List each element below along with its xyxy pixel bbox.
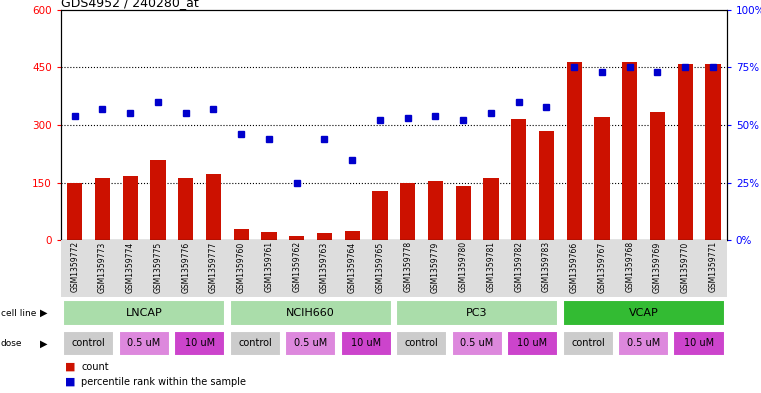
Text: GSM1359761: GSM1359761 bbox=[265, 241, 273, 292]
Text: GSM1359774: GSM1359774 bbox=[126, 241, 135, 292]
Text: 10 uM: 10 uM bbox=[184, 338, 215, 349]
Text: 10 uM: 10 uM bbox=[684, 338, 714, 349]
Bar bbox=[566, 62, 582, 240]
Bar bbox=[562, 301, 724, 326]
Text: GSM1359779: GSM1359779 bbox=[431, 241, 440, 292]
Bar bbox=[677, 64, 693, 240]
Bar bbox=[483, 178, 498, 240]
Text: GDS4952 / 240280_at: GDS4952 / 240280_at bbox=[61, 0, 199, 9]
Bar bbox=[63, 331, 114, 356]
Bar bbox=[428, 182, 443, 240]
Bar bbox=[178, 178, 193, 240]
Bar bbox=[372, 191, 387, 240]
Bar bbox=[230, 301, 392, 326]
Bar bbox=[400, 183, 416, 240]
Bar bbox=[174, 331, 225, 356]
Text: 0.5 uM: 0.5 uM bbox=[627, 338, 660, 349]
Text: GSM1359781: GSM1359781 bbox=[486, 241, 495, 292]
Text: control: control bbox=[405, 338, 438, 349]
Bar bbox=[261, 232, 276, 240]
Text: LNCAP: LNCAP bbox=[126, 308, 163, 318]
Text: ▶: ▶ bbox=[40, 308, 47, 318]
Bar bbox=[63, 301, 225, 326]
Bar bbox=[119, 331, 170, 356]
Text: 10 uM: 10 uM bbox=[351, 338, 381, 349]
Bar bbox=[539, 131, 554, 240]
Bar bbox=[456, 186, 471, 240]
Text: GSM1359772: GSM1359772 bbox=[70, 241, 79, 292]
Text: GSM1359767: GSM1359767 bbox=[597, 241, 607, 292]
Bar bbox=[511, 119, 527, 240]
Text: 10 uM: 10 uM bbox=[517, 338, 548, 349]
Text: GSM1359760: GSM1359760 bbox=[237, 241, 246, 292]
Bar bbox=[230, 331, 281, 356]
Bar bbox=[673, 331, 724, 356]
Text: percentile rank within the sample: percentile rank within the sample bbox=[81, 376, 247, 387]
Text: 0.5 uM: 0.5 uM bbox=[294, 338, 327, 349]
Bar bbox=[123, 176, 138, 240]
Bar bbox=[507, 331, 558, 356]
Bar bbox=[622, 62, 637, 240]
Text: GSM1359780: GSM1359780 bbox=[459, 241, 468, 292]
Bar bbox=[289, 236, 304, 240]
Text: GSM1359773: GSM1359773 bbox=[98, 241, 107, 292]
Text: GSM1359775: GSM1359775 bbox=[154, 241, 163, 292]
Bar bbox=[67, 183, 82, 240]
Bar bbox=[317, 233, 332, 240]
Bar bbox=[345, 231, 360, 240]
Text: GSM1359766: GSM1359766 bbox=[570, 241, 578, 292]
Text: GSM1359782: GSM1359782 bbox=[514, 241, 523, 292]
Text: GSM1359763: GSM1359763 bbox=[320, 241, 329, 292]
Text: VCAP: VCAP bbox=[629, 308, 658, 318]
Text: GSM1359762: GSM1359762 bbox=[292, 241, 301, 292]
Text: GSM1359778: GSM1359778 bbox=[403, 241, 412, 292]
Bar bbox=[705, 64, 721, 240]
Bar bbox=[618, 331, 669, 356]
Text: GSM1359777: GSM1359777 bbox=[209, 241, 218, 292]
Text: 0.5 uM: 0.5 uM bbox=[128, 338, 161, 349]
Bar bbox=[396, 301, 558, 326]
Bar bbox=[562, 331, 613, 356]
Text: control: control bbox=[572, 338, 605, 349]
Bar bbox=[205, 174, 221, 240]
Text: GSM1359770: GSM1359770 bbox=[680, 241, 689, 292]
Bar bbox=[95, 178, 110, 240]
Bar bbox=[151, 160, 166, 240]
Bar bbox=[594, 117, 610, 240]
Text: GSM1359771: GSM1359771 bbox=[708, 241, 718, 292]
Text: control: control bbox=[238, 338, 272, 349]
Text: cell line: cell line bbox=[1, 309, 36, 318]
Text: ■: ■ bbox=[65, 362, 75, 372]
Text: PC3: PC3 bbox=[466, 308, 488, 318]
Text: ▶: ▶ bbox=[40, 338, 47, 349]
Text: NCIH660: NCIH660 bbox=[286, 308, 335, 318]
Text: GSM1359764: GSM1359764 bbox=[348, 241, 357, 292]
Text: GSM1359768: GSM1359768 bbox=[625, 241, 634, 292]
Text: control: control bbox=[72, 338, 106, 349]
Text: GSM1359783: GSM1359783 bbox=[542, 241, 551, 292]
Text: dose: dose bbox=[1, 339, 22, 348]
Text: GSM1359776: GSM1359776 bbox=[181, 241, 190, 292]
Bar bbox=[234, 230, 249, 240]
Bar bbox=[451, 331, 502, 356]
Text: GSM1359769: GSM1359769 bbox=[653, 241, 662, 292]
Bar bbox=[396, 331, 447, 356]
Bar bbox=[650, 112, 665, 240]
Text: GSM1359765: GSM1359765 bbox=[375, 241, 384, 292]
Text: ■: ■ bbox=[65, 376, 75, 387]
Bar bbox=[285, 331, 336, 356]
Text: count: count bbox=[81, 362, 109, 372]
Bar bbox=[340, 331, 392, 356]
Text: 0.5 uM: 0.5 uM bbox=[460, 338, 494, 349]
